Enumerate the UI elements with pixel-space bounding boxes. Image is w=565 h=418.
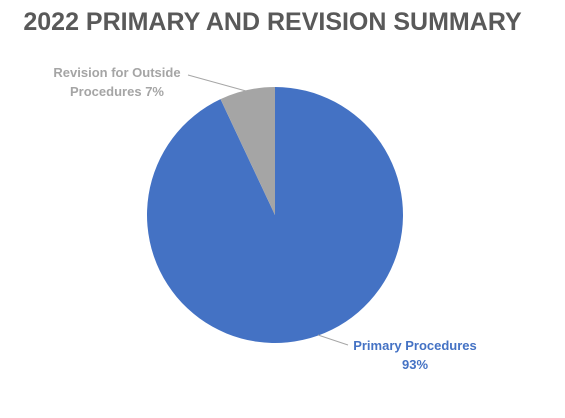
- label-category: Revision for Outside Procedures: [53, 65, 181, 99]
- chart-title: 2022 PRIMARY AND REVISION SUMMARY: [23, 8, 522, 36]
- label-value: 7%: [145, 84, 164, 99]
- leader-line: [187, 74, 247, 92]
- label-value: 93%: [401, 357, 429, 372]
- data-label: Primary Procedures 93%: [340, 336, 490, 374]
- pie-slice: [220, 87, 275, 215]
- data-label: Revision for Outside Procedures 7%: [42, 63, 192, 101]
- label-category: Primary Procedures: [353, 338, 477, 353]
- leader-line: [317, 334, 349, 346]
